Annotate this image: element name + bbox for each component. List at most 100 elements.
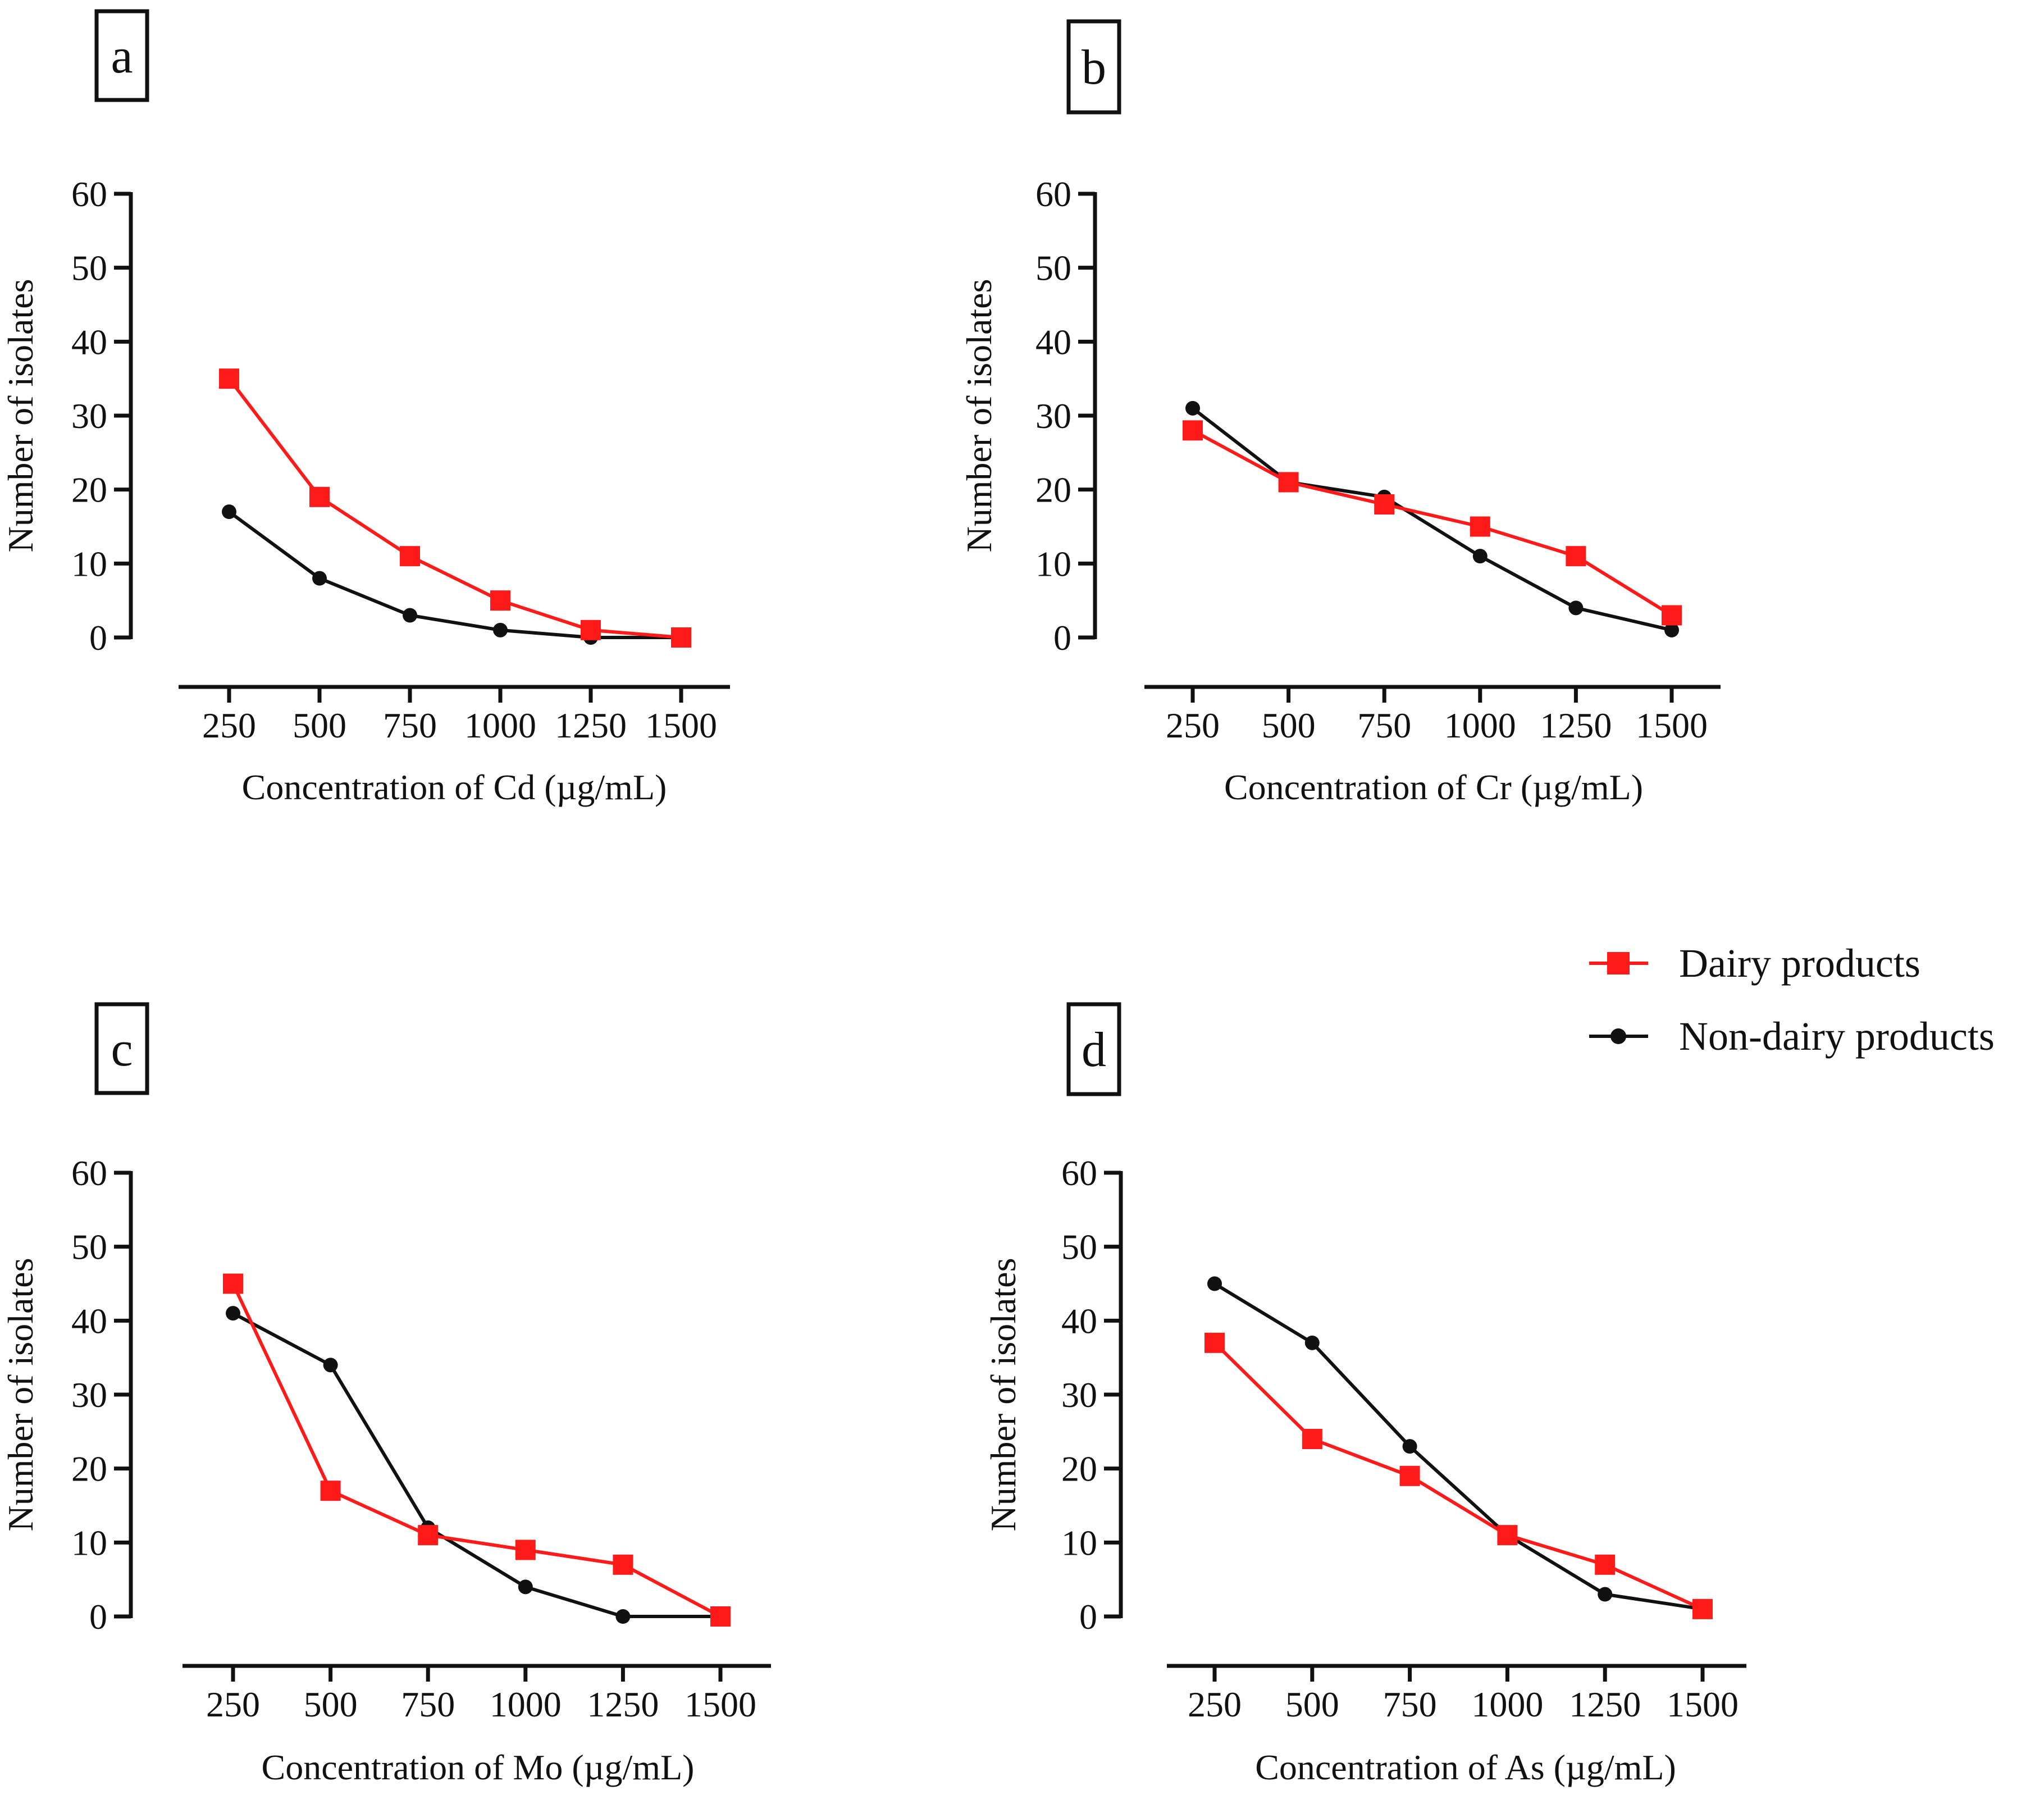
x-tick-label: 750: [1383, 1684, 1437, 1724]
legend-marker-circle: [1610, 1028, 1626, 1044]
data-point-dairy: [1302, 1429, 1322, 1449]
series-line-non-dairy: [228, 510, 681, 639]
data-point-dairy: [1566, 546, 1586, 567]
y-tick-label: 30: [71, 1375, 107, 1415]
y-tick-label: 40: [1061, 1301, 1097, 1341]
x-tick-label: 1500: [645, 705, 717, 745]
data-point-dairy: [320, 1481, 341, 1501]
data-point-dairy: [613, 1554, 633, 1575]
panel-label-box: [1066, 1002, 1121, 1096]
data-point-dairy: [710, 1606, 731, 1627]
data-point-non-dairy: [312, 571, 327, 586]
data-point-non-dairy: [222, 504, 236, 520]
data-point-dairy: [400, 546, 420, 567]
y-tick-label: 20: [1035, 470, 1071, 510]
x-tick-label: 750: [401, 1684, 455, 1724]
legend-marker-square: [1607, 952, 1630, 974]
chart-panel-b: b 0 10 20 30 40 50 60 250 500 750 1000 1250 1500 Conce…: [959, 19, 1721, 807]
panel-label-box: [1066, 19, 1121, 115]
data-point-dairy: [1278, 472, 1299, 493]
data-point-dairy: [1595, 1554, 1616, 1575]
y-tick-label: 20: [1061, 1449, 1097, 1489]
data-point-non-dairy: [323, 1358, 338, 1373]
series-line-dairy: [227, 377, 682, 639]
y-tick-label: 10: [71, 544, 107, 584]
panel-label: b: [1082, 40, 1106, 95]
x-axis-label: Concentration of Mo (µg/mL): [262, 1747, 695, 1787]
data-point-dairy: [418, 1525, 439, 1546]
series-line-non-dairy: [1213, 1282, 1703, 1611]
panel-label: d: [1082, 1023, 1106, 1077]
series-line-dairy: [231, 1283, 722, 1618]
y-tick-label: 50: [71, 1227, 107, 1267]
data-point-non-dairy: [493, 622, 508, 637]
legend: Dairy products Non-dairy products: [1589, 941, 1995, 1059]
panel-label-box: [94, 1002, 149, 1095]
data-point-dairy: [1204, 1332, 1225, 1353]
y-tick-label: 0: [1053, 618, 1071, 658]
series-line-non-dairy: [232, 1311, 720, 1618]
chart-panel-a: a 0 10 20 30 40 50 60 250 500 750 1000 1250 1500 Conce…: [1, 9, 730, 807]
y-tick-label: 10: [1061, 1523, 1097, 1563]
data-point-non-dairy: [1207, 1276, 1222, 1291]
data-point-dairy: [490, 590, 510, 611]
x-tick-label: 750: [1357, 705, 1411, 745]
y-axis-label: Number of isolates: [983, 1258, 1023, 1532]
series-line-dairy: [1192, 429, 1673, 617]
data-point-non-dairy: [518, 1579, 533, 1595]
data-point-dairy: [1399, 1465, 1420, 1486]
panel-label-box: [94, 9, 149, 102]
x-tick-label: 750: [383, 705, 437, 745]
x-tick-label: 1500: [1667, 1684, 1739, 1724]
x-tick-label: 250: [206, 1684, 260, 1724]
legend-label: Non-dairy products: [1679, 1014, 1995, 1059]
x-tick-label: 1500: [1636, 705, 1708, 745]
data-point-non-dairy: [226, 1306, 240, 1321]
y-tick-label: 60: [71, 174, 107, 214]
data-point-dairy: [671, 627, 691, 648]
data-point-non-dairy: [1185, 400, 1200, 416]
data-point-dairy: [223, 1273, 243, 1294]
y-tick-label: 40: [71, 322, 107, 362]
data-point-non-dairy: [1568, 600, 1584, 616]
x-tick-label: 1000: [1471, 1684, 1543, 1724]
data-point-dairy: [1497, 1525, 1518, 1546]
data-point-non-dairy: [1402, 1439, 1417, 1454]
data-point-dairy: [1692, 1598, 1713, 1619]
x-tick-label: 1250: [555, 705, 627, 745]
data-point-non-dairy: [1304, 1335, 1320, 1350]
data-point-dairy: [581, 620, 601, 640]
y-tick-label: 30: [1061, 1375, 1097, 1415]
x-tick-label: 250: [1166, 705, 1220, 745]
x-tick-label: 1500: [685, 1684, 756, 1724]
chart-panel-d: d 0 10 20 30 40 50 60 250 500 750 1000 1250 1500 Conce…: [983, 1002, 1746, 1787]
y-tick-label: 30: [71, 396, 107, 436]
panel-label: a: [111, 29, 133, 84]
x-axis-label: Concentration of Cd (µg/mL): [242, 767, 667, 807]
x-axis-label: Concentration of Cr (µg/mL): [1224, 767, 1643, 807]
data-point-dairy: [219, 368, 239, 389]
y-tick-label: 20: [71, 1449, 107, 1489]
data-point-dairy: [1183, 420, 1203, 441]
x-tick-label: 1250: [1540, 705, 1612, 745]
x-tick-label: 500: [304, 1684, 358, 1724]
panel-label: c: [111, 1022, 133, 1077]
data-point-non-dairy: [1598, 1587, 1613, 1602]
x-tick-label: 1250: [587, 1684, 659, 1724]
x-tick-label: 1000: [490, 1684, 562, 1724]
data-point-dairy: [1374, 494, 1395, 514]
y-tick-label: 60: [1035, 174, 1071, 214]
x-axis-label: Concentration of As (µg/mL): [1255, 1747, 1676, 1787]
y-tick-label: 10: [71, 1523, 107, 1563]
y-tick-label: 0: [89, 1597, 107, 1637]
legend-label: Dairy products: [1679, 941, 1920, 986]
series-line-dairy: [1213, 1341, 1704, 1611]
y-axis-label: Number of isolates: [1, 1258, 40, 1532]
y-tick-label: 60: [1061, 1153, 1097, 1193]
data-point-non-dairy: [403, 608, 417, 623]
y-tick-label: 50: [71, 248, 107, 288]
x-tick-label: 500: [1285, 1684, 1339, 1724]
x-tick-label: 250: [202, 705, 256, 745]
y-tick-label: 0: [89, 618, 107, 658]
y-tick-label: 0: [1079, 1597, 1097, 1637]
